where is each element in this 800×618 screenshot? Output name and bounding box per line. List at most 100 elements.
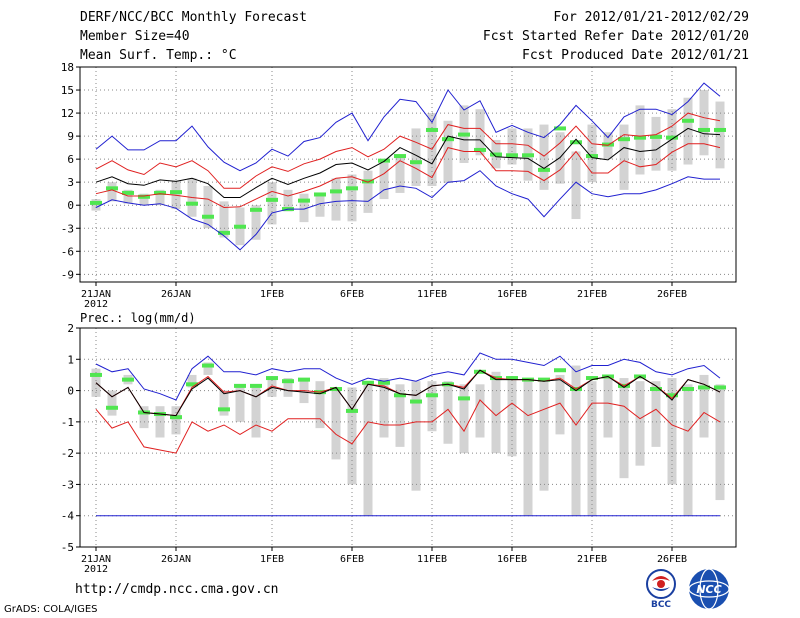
- prec-box: [347, 387, 357, 485]
- temp-box: [395, 155, 405, 193]
- prec-box: [555, 374, 565, 435]
- prec-y-tick-label: -3: [61, 478, 74, 491]
- prec-box: [315, 381, 325, 429]
- source-url[interactable]: http://cmdp.ncc.cma.gov.cn: [75, 582, 279, 597]
- prec-x-tick-label: 26FEB: [657, 554, 687, 565]
- prec-x-tick-label: 2012: [84, 564, 108, 575]
- prec-median-mark: [234, 383, 246, 388]
- prec-median-mark: [474, 369, 486, 374]
- prec-median-mark: [330, 387, 342, 392]
- prec-box: [459, 384, 469, 454]
- prec-box: [219, 390, 229, 416]
- prec-median-mark: [218, 407, 230, 412]
- prec-box: [507, 378, 517, 457]
- prec-box: [395, 384, 405, 447]
- prec-box: [235, 387, 245, 422]
- chart-title: DERF/NCC/BCC Monthly Forecast: [80, 10, 307, 25]
- prec-median-mark: [362, 380, 374, 385]
- temp-box: [203, 186, 213, 229]
- temp-mean-line: [95, 127, 721, 198]
- prec-box: [187, 374, 197, 388]
- prec-box: [491, 371, 501, 454]
- temp-median-mark: [362, 179, 374, 184]
- temp-box: [347, 174, 357, 222]
- prec-median-mark: [698, 385, 710, 390]
- temp-box: [571, 151, 581, 220]
- prec-box: [363, 381, 373, 516]
- temp-median-mark: [506, 153, 518, 158]
- temp-x-tick-label: 21JAN: [81, 289, 111, 300]
- prec-median-mark: [170, 415, 182, 420]
- prec-box: [107, 390, 117, 416]
- temp-median-mark: [154, 190, 166, 195]
- temp-y-tick-label: 9: [67, 130, 74, 143]
- temp-box: [443, 120, 453, 183]
- temp-box: [107, 182, 117, 202]
- temp-median-mark: [234, 224, 246, 229]
- prec-panel-title: Prec.: log(mm/d): [80, 311, 196, 325]
- prec-median-mark: [586, 376, 598, 381]
- temp-y-tick-label: -6: [61, 245, 74, 258]
- temp-box: [507, 128, 517, 165]
- temp-median-mark: [394, 154, 406, 159]
- prec-box: [651, 381, 661, 447]
- prec-box: [571, 365, 581, 516]
- temp-median-mark: [586, 154, 598, 159]
- temp-x-tick-label: 2012: [84, 299, 108, 310]
- temp-panel-title: Mean Surf. Temp.: °C: [80, 48, 237, 63]
- temp-y-tick-label: 3: [67, 176, 74, 189]
- prec-y-tick-label: -5: [61, 541, 74, 554]
- temp-box: [651, 116, 661, 171]
- temp-box: [363, 170, 373, 213]
- temp-median-mark: [218, 230, 230, 235]
- temp-box: [155, 189, 165, 206]
- prec-median-mark: [266, 376, 278, 381]
- temp-median-mark: [266, 197, 278, 202]
- member-size: Member Size=40: [80, 29, 190, 44]
- temp-y-tick-label: 15: [61, 84, 74, 97]
- prec-median-mark: [202, 363, 214, 368]
- prec-box: [203, 362, 213, 375]
- temp-x-tick-label: 6FEB: [340, 289, 364, 300]
- temp-median-mark: [490, 152, 502, 157]
- temp-y-tick-label: -9: [61, 268, 74, 281]
- temp-frame: [79, 66, 737, 283]
- bcc-logo: BCC: [646, 569, 676, 609]
- prec-x-tick-label: 11FEB: [417, 554, 447, 565]
- forecast-start-date: Fcst Started Refer Date 2012/01/20: [482, 29, 749, 44]
- prec-minus-sd-line: [95, 399, 721, 454]
- prec-median-mark: [282, 379, 294, 384]
- prec-box: [715, 384, 725, 501]
- temp-y-tick-label: 18: [61, 61, 74, 74]
- prec-median-mark: [714, 385, 726, 390]
- temp-plus-sd-line: [95, 112, 721, 189]
- temp-x-tick-label: 16FEB: [497, 289, 527, 300]
- prec-box: [523, 381, 533, 516]
- temp-median-mark: [378, 158, 390, 163]
- temp-box: [283, 189, 293, 212]
- prec-box: [411, 381, 421, 491]
- temp-box: [635, 105, 645, 175]
- temp-median-mark: [634, 135, 646, 140]
- prec-box: [539, 378, 549, 491]
- grads-credit: GrADS: COLA/IGES: [4, 604, 98, 615]
- prec-median-mark: [410, 399, 422, 404]
- prec-frame: [79, 327, 737, 548]
- temp-box: [139, 193, 149, 206]
- temp-median-mark: [714, 127, 726, 132]
- prec-median-mark: [298, 377, 310, 382]
- temp-box: [683, 97, 693, 165]
- prec-box: [603, 374, 613, 438]
- prec-median-mark: [426, 393, 438, 398]
- temp-x-tick-label: 11FEB: [417, 289, 447, 300]
- prec-y-tick-label: -4: [61, 510, 75, 523]
- temp-median-mark: [650, 134, 662, 139]
- temp-box: [379, 162, 389, 200]
- temp-median-mark: [170, 190, 182, 195]
- prec-max-line: [95, 352, 721, 401]
- temp-y-tick-label: 6: [67, 153, 74, 166]
- temp-median-mark: [602, 142, 614, 147]
- prec-median-mark: [506, 376, 518, 381]
- temp-median-mark: [570, 140, 582, 145]
